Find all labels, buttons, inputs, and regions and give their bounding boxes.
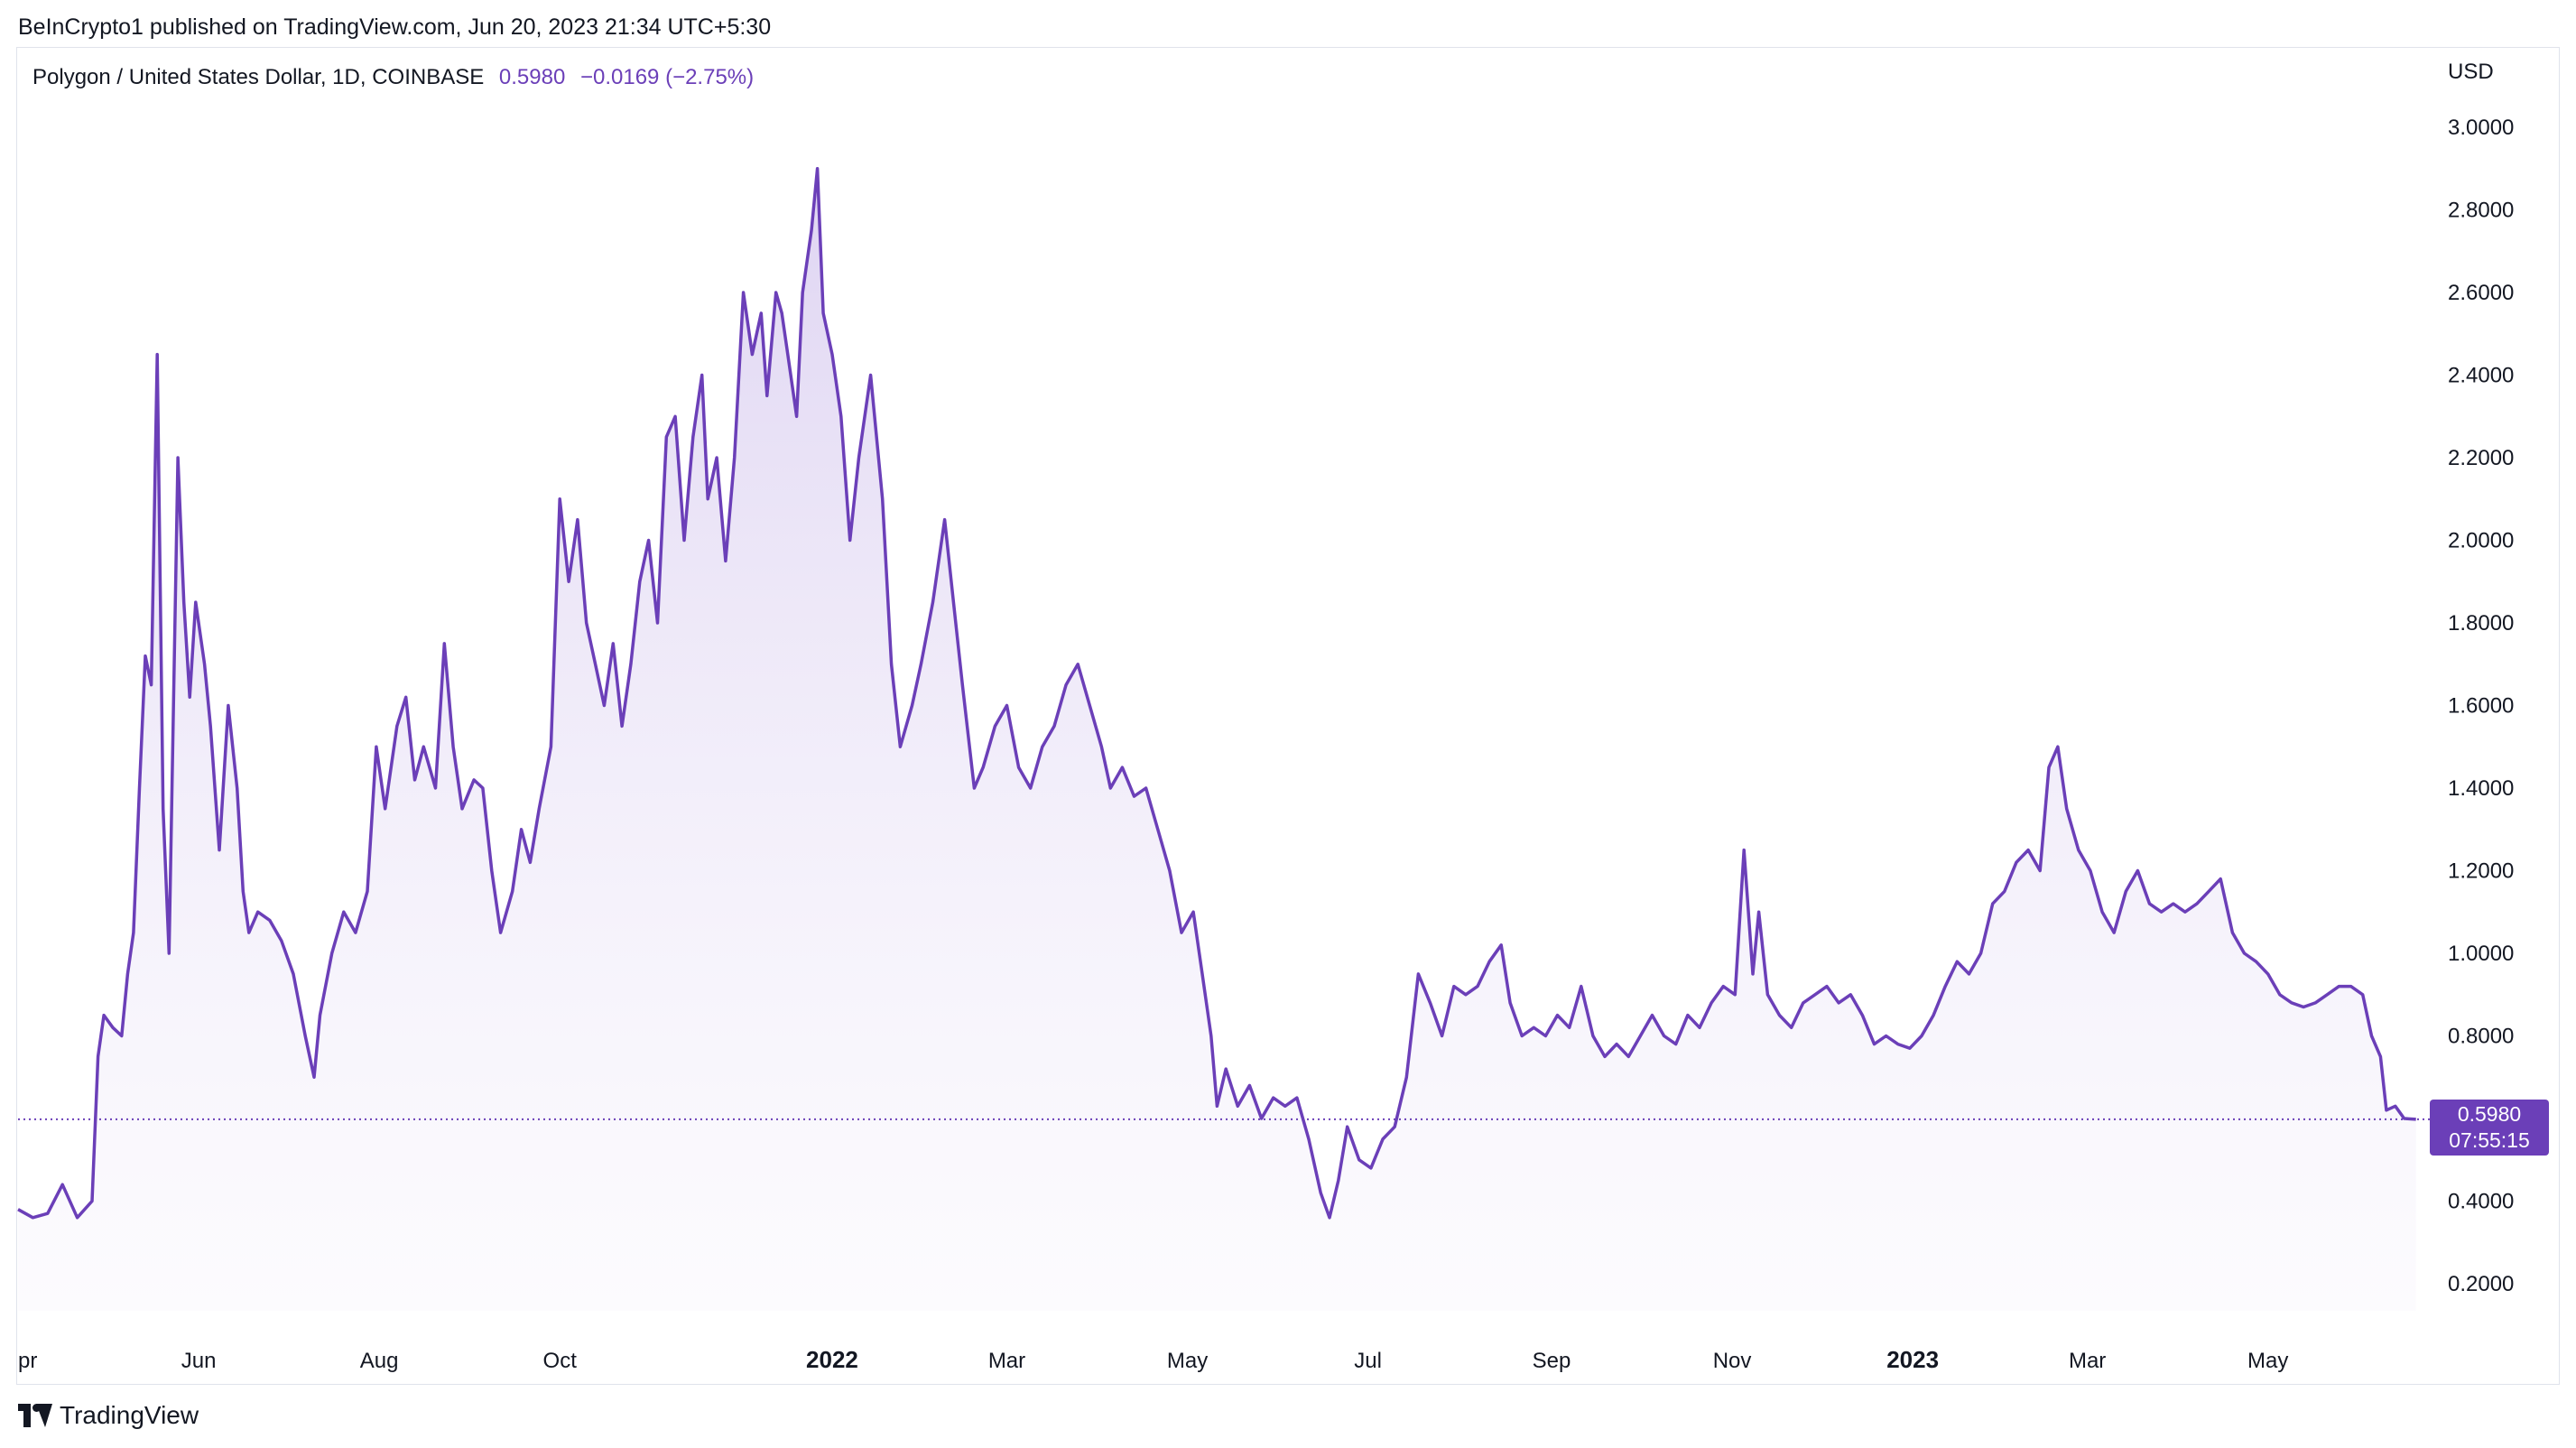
tradingview-brand[interactable]: TradingView (18, 1401, 199, 1430)
tradingview-logo-icon (18, 1404, 52, 1427)
price-line (17, 167, 2416, 1220)
x-tick-label: pr (18, 1349, 37, 1373)
x-tick-label: Nov (1713, 1349, 1752, 1373)
y-tick-label: 1.6000 (2448, 694, 2514, 719)
x-tick-label: May (2247, 1349, 2288, 1373)
y-tick-label: 2.6000 (2448, 281, 2514, 305)
symbol-title: Polygon / United States Dollar, 1D, COIN… (32, 65, 485, 89)
last-price-tag-value: 0.5980 (2457, 1101, 2522, 1126)
y-tick-label: 2.2000 (2448, 446, 2514, 470)
y-tick-label: 1.0000 (2448, 942, 2514, 966)
y-tick-label: 1.8000 (2448, 611, 2514, 636)
y-tick-label: 0.4000 (2448, 1190, 2514, 1214)
publish-info: BeInCrypto1 published on TradingView.com… (18, 14, 772, 40)
x-tick-label: May (1167, 1349, 1208, 1373)
last-price-tag: 0.5980 07:55:15 (2430, 1099, 2549, 1156)
y-tick-label: 0.8000 (2448, 1025, 2514, 1049)
price-change: −0.0169 (−2.75%) (579, 65, 755, 89)
currency-label[interactable]: USD (2448, 60, 2494, 84)
x-tick-label: 2022 (806, 1346, 858, 1373)
y-tick-label: 1.2000 (2448, 859, 2514, 884)
x-tick-label: Jul (1354, 1349, 1382, 1373)
countdown-timer: 07:55:15 (2449, 1128, 2530, 1152)
x-tick-label: Aug (360, 1349, 399, 1373)
x-tick-label: Sep (1533, 1349, 1571, 1373)
y-tick-label: 1.4000 (2448, 776, 2514, 801)
symbol-legend: Polygon / United States Dollar, 1D, COIN… (32, 65, 754, 90)
y-tick-label: 0.2000 (2448, 1272, 2514, 1296)
y-tick-label: 2.0000 (2448, 529, 2514, 553)
x-tick-label: Mar (988, 1349, 1025, 1373)
price-area-fill (18, 168, 2416, 1311)
y-tick-label: 2.4000 (2448, 364, 2514, 388)
x-tick-label: Mar (2069, 1349, 2106, 1373)
y-tick-label: 3.0000 (2448, 116, 2514, 140)
chart-frame[interactable] (16, 47, 2560, 1385)
x-tick-label: 2023 (1886, 1346, 1939, 1373)
y-tick-label: 2.8000 (2448, 199, 2514, 223)
last-price-value: 0.5980 (498, 65, 566, 89)
x-tick-label: Jun (181, 1349, 217, 1373)
x-tick-label: Oct (543, 1349, 578, 1373)
brand-name: TradingView (60, 1401, 199, 1429)
